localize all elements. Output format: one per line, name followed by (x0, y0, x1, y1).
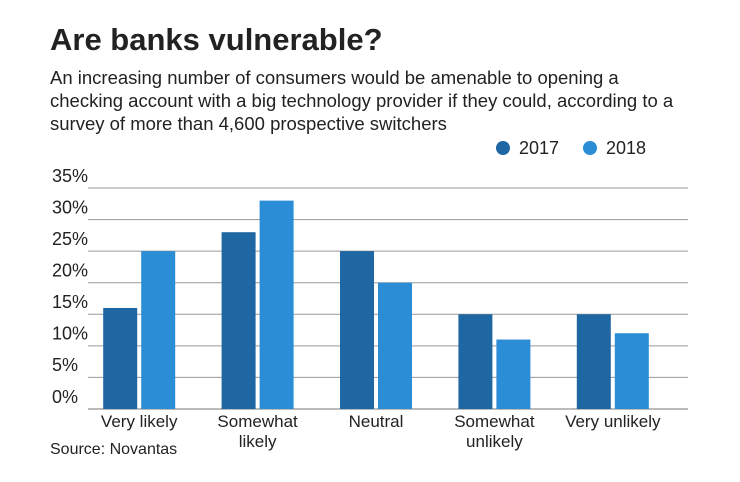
bar (221, 232, 256, 409)
bar (141, 251, 176, 409)
x-tick-label-box: Very likely (100, 412, 178, 431)
bar (458, 314, 493, 409)
x-tick-label-box: Neutral (348, 412, 404, 431)
bar (378, 282, 412, 409)
bar (576, 314, 611, 409)
bar (103, 307, 138, 409)
x-tick-label-box: Somewhat likely (217, 412, 298, 451)
y-tick-label: 20% (52, 260, 88, 280)
bar (496, 339, 531, 409)
y-tick-label: 30% (52, 197, 88, 217)
y-tick-label: 35% (52, 166, 88, 186)
x-tick-label-box: Very unlikely (565, 412, 661, 431)
x-tick-label: Neutral (348, 412, 404, 431)
x-tick-label: Very likely (100, 412, 178, 431)
bar (614, 333, 649, 409)
bar (340, 251, 374, 409)
y-tick-label: 10% (52, 324, 88, 344)
x-tick-label-box: Somewhat unlikely (454, 412, 535, 451)
legend-label: 2018 (606, 138, 646, 158)
chart-title: Are banks vulnerable? (50, 22, 383, 57)
bar (259, 200, 294, 409)
legend-label: 2017 (519, 138, 559, 158)
x-tick-label: Somewhat unlikely (454, 412, 535, 451)
x-tick-label: Very unlikely (565, 412, 661, 431)
chart-subtitle: An increasing number of consumers would … (50, 67, 674, 134)
x-tick-label: Somewhat likely (217, 412, 298, 451)
y-tick-label: 25% (52, 229, 88, 249)
legend-swatch (496, 141, 510, 155)
y-tick-label: 0% (52, 387, 78, 407)
y-tick-label: 15% (52, 292, 88, 312)
y-tick-label: 5% (52, 355, 78, 375)
source-note: Source: Novantas (50, 441, 178, 458)
legend-swatch (583, 141, 597, 155)
